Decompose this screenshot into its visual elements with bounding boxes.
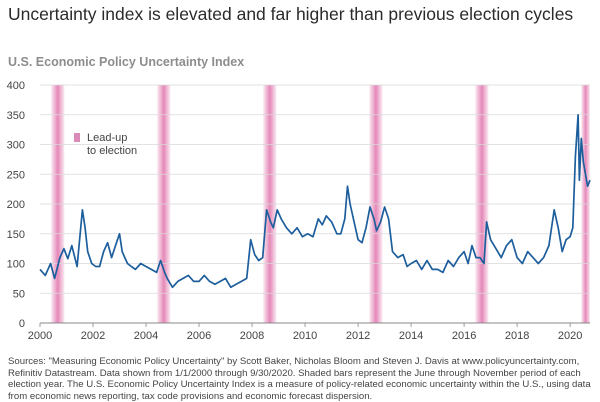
legend-swatch <box>74 133 80 142</box>
x-tick-label-2014: 2014 <box>399 330 423 342</box>
legend: Lead-up to election <box>74 132 137 157</box>
source-note: Sources: "Measuring Economic Policy Unce… <box>8 356 591 402</box>
y-tick-label-200: 200 <box>7 199 25 211</box>
legend-label: Lead-up to election <box>87 132 137 157</box>
y-tick-label-150: 150 <box>7 229 25 241</box>
x-tick-label-2002: 2002 <box>81 330 105 342</box>
chart-title: Uncertainty index is elevated and far hi… <box>8 4 574 24</box>
legend-label-line-2: to election <box>87 145 137 157</box>
chart-subtitle: U.S. Economic Policy Uncertainty Index <box>8 55 245 69</box>
x-tick-label-2010: 2010 <box>293 330 317 342</box>
y-tick-label-50: 50 <box>13 288 25 300</box>
x-tick-label-2008: 2008 <box>240 330 264 342</box>
x-tick-label-2016: 2016 <box>452 330 476 342</box>
x-tick-label-2000: 2000 <box>28 330 52 342</box>
x-tick-label-2012: 2012 <box>346 330 370 342</box>
x-axis-ticks: 2000 2002 2004 2006 2008 2010 2012 2014 2016 2018… <box>28 323 582 342</box>
y-tick-label-350: 350 <box>7 110 25 122</box>
y-tick-label-250: 250 <box>7 169 25 181</box>
y-tick-label-0: 0 <box>19 318 25 330</box>
series-line-epu-index <box>39 113 591 289</box>
x-tick-label-2020: 2020 <box>558 330 582 342</box>
gridlines <box>40 84 590 294</box>
y-tick-label-100: 100 <box>7 259 25 271</box>
y-axis-ticks: 0 50 100 150 200 250 300 350 400 <box>7 80 25 330</box>
y-tick-label-400: 400 <box>7 80 25 92</box>
x-tick-label-2018: 2018 <box>505 330 529 342</box>
y-tick-label-300: 300 <box>7 140 25 152</box>
x-tick-label-2006: 2006 <box>187 330 211 342</box>
legend-label-line-1: Lead-up <box>87 132 127 144</box>
x-tick-label-2004: 2004 <box>134 330 158 342</box>
